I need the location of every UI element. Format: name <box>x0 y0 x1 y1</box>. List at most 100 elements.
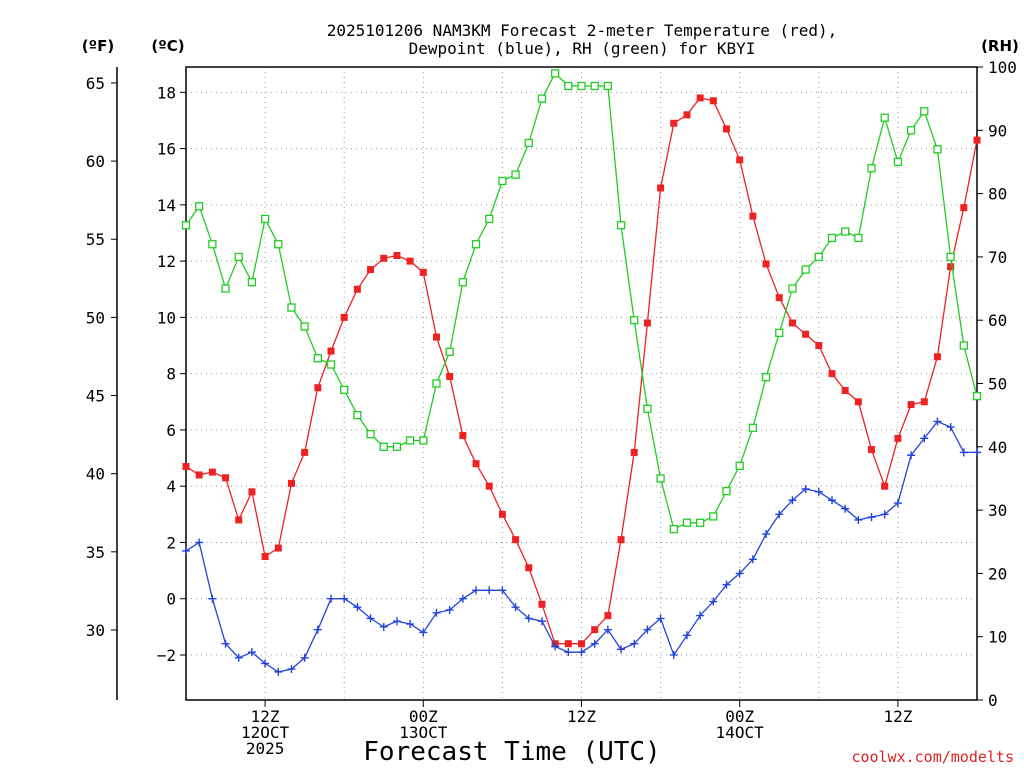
data-point <box>564 648 573 657</box>
chart-title-line1: 2025101206 NAM3KM Forecast 2-meter Tempe… <box>327 21 838 40</box>
data-point <box>393 251 401 259</box>
data-point <box>762 260 770 268</box>
data-point <box>458 278 468 287</box>
data-point <box>814 252 823 262</box>
data-point <box>458 594 467 603</box>
data-point <box>761 373 771 382</box>
data-point <box>537 617 546 626</box>
time-tick-label: 12Z <box>883 707 912 726</box>
data-point <box>775 510 784 519</box>
data-point <box>907 451 916 460</box>
rh-tick-label: 80 <box>988 185 1007 204</box>
data-point <box>748 555 757 564</box>
data-point <box>340 385 349 394</box>
data-point <box>551 642 560 651</box>
data-point <box>524 138 533 148</box>
data-point <box>287 665 296 674</box>
data-point <box>643 319 651 327</box>
data-point <box>301 448 309 456</box>
data-point <box>260 214 270 224</box>
data-point <box>327 594 336 603</box>
data-point <box>195 202 204 211</box>
data-point <box>274 240 283 249</box>
data-point <box>234 252 243 262</box>
data-point <box>564 81 573 91</box>
data-point <box>682 631 691 640</box>
data-point <box>723 125 731 133</box>
celsius-tick-label: −2 <box>157 646 176 665</box>
data-point <box>670 119 678 127</box>
data-point <box>313 354 322 363</box>
data-point <box>432 379 441 388</box>
time-tick-label: 12Z <box>567 707 596 726</box>
data-point <box>815 342 823 350</box>
celsius-tick-label: 12 <box>157 252 176 271</box>
data-point <box>762 530 771 539</box>
data-point <box>405 436 415 445</box>
data-point <box>696 94 704 102</box>
celsius-tick-label: 10 <box>157 308 176 327</box>
data-point <box>287 303 296 312</box>
data-point <box>208 468 216 476</box>
data-point <box>933 145 942 154</box>
rh-tick-label: 0 <box>988 691 998 710</box>
data-point <box>682 518 692 527</box>
data-point <box>920 398 928 406</box>
fahrenheit-tick-label: 35 <box>86 543 105 562</box>
data-point <box>511 603 520 612</box>
data-point <box>524 614 533 623</box>
data-point <box>801 265 810 274</box>
data-point <box>419 268 427 276</box>
data-point <box>406 620 415 629</box>
data-point <box>933 417 942 426</box>
data-point <box>525 564 533 572</box>
data-point <box>432 333 440 341</box>
data-point <box>195 471 203 479</box>
celsius-tick-label: 4 <box>166 477 176 496</box>
data-point <box>353 285 361 293</box>
data-point <box>841 227 850 236</box>
data-point <box>485 214 494 224</box>
data-point <box>208 240 217 249</box>
data-point <box>353 603 362 612</box>
time-tick-label: 00Z <box>725 707 754 726</box>
data-point <box>617 645 626 654</box>
celsius-tick-label: 14 <box>157 196 176 215</box>
data-point <box>221 284 230 293</box>
series-dewpoint <box>182 417 981 676</box>
data-point <box>261 553 269 561</box>
data-point <box>656 474 665 483</box>
rh-tick-label: 60 <box>988 311 1007 330</box>
data-point <box>182 462 190 470</box>
data-point <box>748 423 758 432</box>
series-relative-humidity <box>181 69 982 534</box>
data-point <box>485 482 493 490</box>
data-point <box>419 628 428 637</box>
data-point <box>471 240 481 249</box>
data-point <box>933 353 941 361</box>
time-tick-label: 12OCT <box>241 723 290 742</box>
data-point <box>868 446 876 454</box>
data-point <box>973 448 981 457</box>
data-point <box>313 625 322 634</box>
data-point <box>538 600 546 608</box>
data-point <box>406 257 414 265</box>
data-point <box>669 650 678 659</box>
data-point <box>735 569 744 578</box>
data-point <box>419 436 428 445</box>
celsius-tick-label: 2 <box>166 533 176 552</box>
rh-tick-label: 10 <box>988 628 1007 647</box>
data-point <box>366 614 375 623</box>
data-point <box>854 515 863 524</box>
fahrenheit-tick-label: 30 <box>86 621 105 640</box>
data-point <box>578 640 585 648</box>
time-tick-label: 14OCT <box>716 723 765 742</box>
data-point <box>788 496 797 505</box>
data-point <box>722 486 731 496</box>
data-point <box>604 612 612 620</box>
series-line <box>185 72 978 531</box>
data-point <box>512 536 520 544</box>
data-point <box>577 648 586 657</box>
data-point <box>379 622 388 631</box>
x-axis-title: Forecast Time (UTC) <box>363 737 660 767</box>
